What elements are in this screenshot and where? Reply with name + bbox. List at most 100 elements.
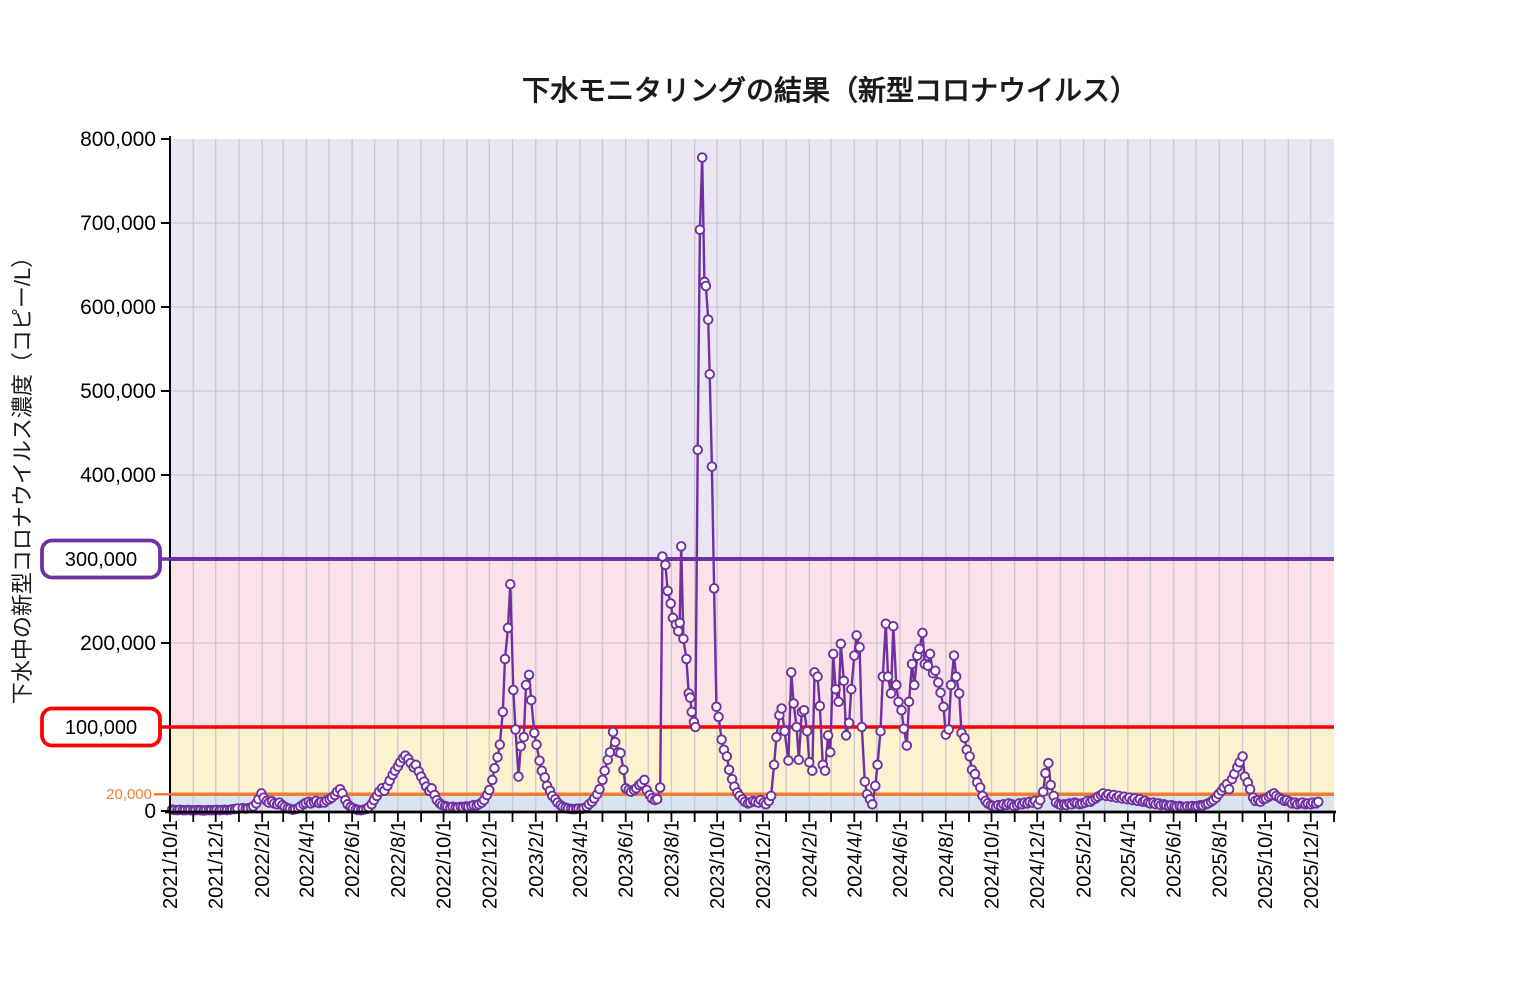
data-point <box>704 368 715 380</box>
axes <box>161 136 1336 822</box>
data-point <box>872 759 883 771</box>
data-point <box>609 736 621 748</box>
data-point <box>935 687 946 698</box>
y-tick-label: 800,000 <box>80 128 156 151</box>
data-point <box>662 585 673 597</box>
data-point <box>484 784 495 796</box>
data-point <box>765 790 777 802</box>
x-tick-label: 2021/10/1 <box>160 820 182 909</box>
data-point <box>651 793 663 805</box>
data-point <box>1045 779 1056 791</box>
data-point <box>793 754 805 766</box>
data-point <box>969 768 981 780</box>
data-point <box>903 696 915 708</box>
data-point <box>846 683 857 695</box>
data-point <box>508 684 519 696</box>
axis-labels: 20,000 100,000 300,000 0 200,000 400,000 500,0… <box>40 128 1323 909</box>
x-tick-label: 2025/10/1 <box>1255 820 1277 909</box>
data-point <box>684 692 696 703</box>
data-point <box>901 740 913 751</box>
data-point <box>922 660 934 671</box>
data-point <box>933 677 944 688</box>
data-point <box>891 679 902 691</box>
data-point <box>505 578 516 590</box>
data-point <box>909 679 920 691</box>
data-point <box>700 280 712 292</box>
data-point <box>835 638 847 650</box>
y-tick-label: 500,000 <box>80 380 156 403</box>
data-point <box>854 641 865 653</box>
data-point <box>801 725 813 737</box>
data-point <box>882 671 894 682</box>
data-point <box>943 724 954 735</box>
data-point <box>870 780 881 792</box>
data-point <box>520 679 532 691</box>
data-point <box>843 717 855 729</box>
data-point <box>639 774 650 786</box>
x-tick-label: 2022/10/1 <box>434 820 456 909</box>
data-point <box>779 725 790 737</box>
data-point <box>786 667 797 678</box>
data-point <box>497 706 509 718</box>
data-point <box>776 703 787 714</box>
data-point <box>1037 786 1049 797</box>
data-point <box>959 732 970 744</box>
data-point <box>1223 783 1235 795</box>
x-tick-label: 2023/2/1 <box>526 820 548 898</box>
x-tick-label: 2022/6/1 <box>342 820 364 898</box>
x-tick-label: 2023/12/1 <box>753 820 775 909</box>
data-point <box>807 765 818 776</box>
x-tick-label: 2025/12/1 <box>1301 820 1323 909</box>
threshold-label-300000: 300,000 <box>65 549 137 571</box>
x-tick-label: 2025/4/1 <box>1118 820 1140 898</box>
y-tick-label: 700,000 <box>80 212 156 235</box>
data-point <box>531 739 542 750</box>
data-point <box>607 726 619 738</box>
data-point <box>594 783 605 795</box>
x-tick-label: 2023/6/1 <box>616 820 638 898</box>
x-tick-label: 2025/6/1 <box>1164 820 1186 898</box>
data-point <box>771 731 782 743</box>
data-point <box>822 730 834 741</box>
data-point <box>1034 794 1046 806</box>
data-point <box>723 764 735 776</box>
data-point <box>523 669 535 681</box>
data-point <box>534 755 545 766</box>
data-point <box>721 751 733 762</box>
data-point <box>1237 751 1248 762</box>
data-point <box>819 765 831 776</box>
data-point <box>526 694 537 706</box>
data-point <box>665 598 676 609</box>
x-tick-label: 2025/2/1 <box>1074 820 1096 898</box>
data-point <box>510 724 521 735</box>
data-point <box>487 774 498 786</box>
x-tick-label: 2024/4/1 <box>844 820 866 898</box>
y-tick-label: 0 <box>144 800 156 823</box>
data-point <box>851 630 862 641</box>
data-point <box>948 650 960 661</box>
data-point <box>708 583 720 594</box>
data-point <box>950 671 962 682</box>
x-tick-label: 2024/10/1 <box>982 820 1004 909</box>
data-point <box>1313 796 1324 808</box>
x-tick-label: 2024/2/1 <box>799 820 821 898</box>
data-point <box>492 751 503 763</box>
x-tick-label: 2022/2/1 <box>252 820 274 898</box>
data-point <box>513 771 524 782</box>
x-tick-label: 2025/8/1 <box>1209 820 1231 898</box>
y-tick-label: 600,000 <box>80 296 156 319</box>
x-tick-label: 2022/8/1 <box>388 820 410 898</box>
data-point <box>675 541 687 552</box>
data-point <box>828 648 839 660</box>
data-point <box>856 721 868 733</box>
threshold-label-20000: 20,000 <box>106 786 152 803</box>
gridlines <box>170 139 1334 811</box>
data-point <box>840 730 852 741</box>
data-point <box>706 461 718 472</box>
data-point <box>716 734 727 745</box>
data-point <box>686 706 697 718</box>
data-point <box>696 152 708 163</box>
data-point <box>489 762 500 774</box>
y-tick-label: 400,000 <box>80 464 156 487</box>
